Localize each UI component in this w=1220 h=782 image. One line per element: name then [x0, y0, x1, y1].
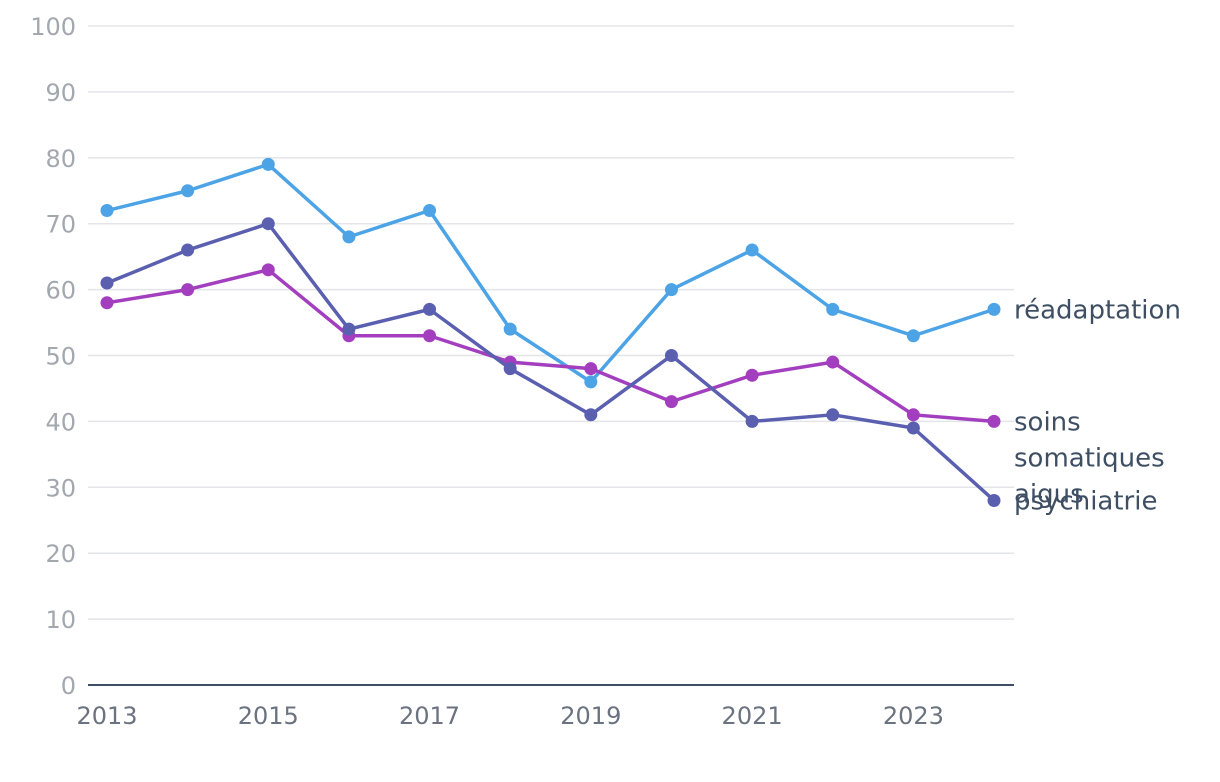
- data-point: [906, 421, 920, 435]
- series-labels: réadaptation soins somatiques aiguspsychiat…: [1014, 295, 1181, 516]
- y-tick-label: 90: [45, 79, 76, 107]
- series-line: [105, 162, 996, 384]
- series-label: psychiatrie: [1014, 486, 1157, 516]
- y-tick-label: 60: [45, 277, 76, 305]
- data-point: [261, 157, 275, 171]
- y-tick-label: 70: [45, 211, 76, 239]
- y-tick-label: 10: [45, 606, 76, 634]
- data-point: [826, 302, 840, 316]
- x-tick-label: 2019: [560, 702, 621, 730]
- y-axis: 0 10 20 30 40 50 60 70 80 90 100: [30, 13, 76, 700]
- data-point: [906, 408, 920, 422]
- data-point: [826, 408, 840, 422]
- y-tick-label: 0: [61, 672, 76, 700]
- data-point: [100, 276, 114, 290]
- y-tick-label: 30: [45, 474, 76, 502]
- series-line: [105, 221, 996, 503]
- series-soins-somatiques-aigus: [100, 263, 1001, 428]
- x-tick-label: 2017: [399, 702, 460, 730]
- data-point: [664, 395, 678, 409]
- data-point: [100, 204, 114, 218]
- series-psychiatrie: [100, 217, 1001, 507]
- data-point: [181, 184, 195, 198]
- series-line: [105, 268, 996, 424]
- series-label: réadaptation: [1014, 295, 1181, 325]
- data-point: [987, 302, 1001, 316]
- data-point: [423, 302, 437, 316]
- data-point: [906, 329, 920, 343]
- series-label: soins somatiques aigus: [1014, 407, 1165, 509]
- data-point: [745, 243, 759, 257]
- data-point: [745, 368, 759, 382]
- data-point: [423, 204, 437, 218]
- data-point: [584, 362, 598, 376]
- data-point: [584, 408, 598, 422]
- y-tick-label: 40: [45, 408, 76, 436]
- y-tick-label: 20: [45, 540, 76, 568]
- data-point: [181, 283, 195, 297]
- data-point: [584, 375, 598, 389]
- data-point: [342, 322, 356, 336]
- x-tick-label: 2021: [722, 702, 783, 730]
- data-point: [987, 493, 1001, 507]
- series-group: [100, 157, 1001, 507]
- x-tick-label: 2023: [883, 702, 944, 730]
- data-point: [826, 355, 840, 369]
- data-point: [987, 414, 1001, 428]
- x-tick-label: 2015: [238, 702, 299, 730]
- data-point: [261, 217, 275, 231]
- x-tick-label: 2013: [76, 702, 137, 730]
- series-réadaptation: [100, 157, 1001, 389]
- data-point: [664, 283, 678, 297]
- data-point: [745, 414, 759, 428]
- y-tick-label: 100: [30, 13, 76, 41]
- data-point: [342, 230, 356, 244]
- data-point: [503, 322, 517, 336]
- data-point: [100, 296, 114, 310]
- data-point: [423, 329, 437, 343]
- data-point: [664, 349, 678, 362]
- data-point: [181, 243, 195, 257]
- data-point: [503, 362, 517, 376]
- x-axis: 2013 2015 2017 2019 2021 2023: [76, 684, 1014, 730]
- y-tick-label: 50: [45, 343, 76, 371]
- y-tick-label: 80: [45, 145, 76, 173]
- data-point: [261, 263, 275, 277]
